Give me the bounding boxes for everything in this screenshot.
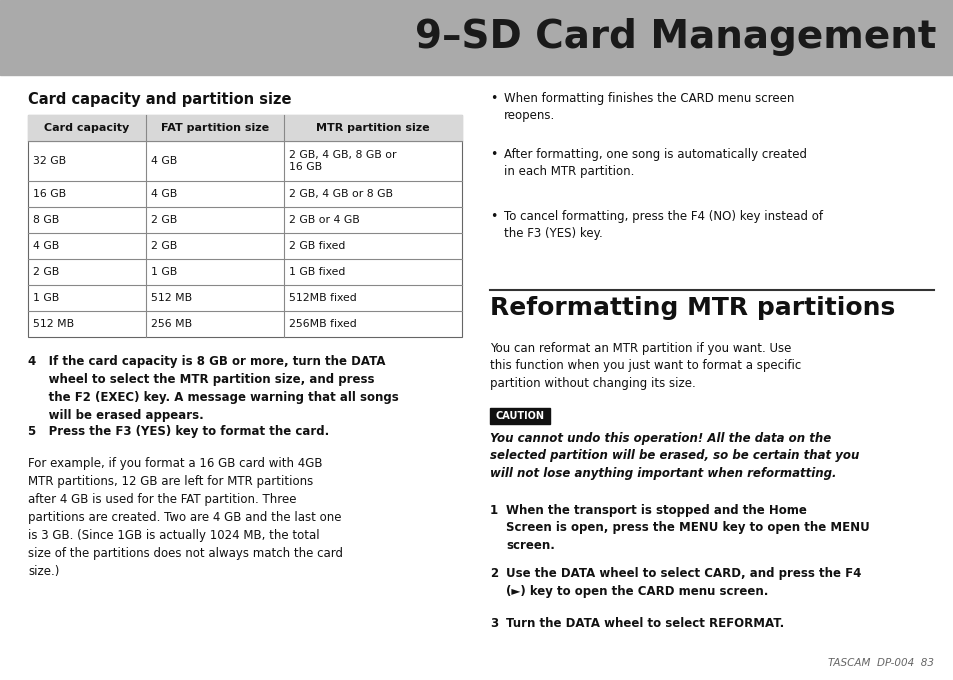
Text: 4 GB: 4 GB [33,241,59,251]
Text: 16 GB: 16 GB [33,189,66,199]
Text: Turn the DATA wheel to select REFORMAT.: Turn the DATA wheel to select REFORMAT. [505,617,783,630]
Text: You cannot undo this operation! All the data on the
selected partition will be e: You cannot undo this operation! All the … [490,432,859,480]
Text: 4 GB: 4 GB [151,156,177,166]
Text: 4 GB: 4 GB [151,189,177,199]
Text: When the transport is stopped and the Home
Screen is open, press the MENU key to: When the transport is stopped and the Ho… [505,504,869,552]
Text: When formatting finishes the CARD menu screen
reopens.: When formatting finishes the CARD menu s… [503,92,794,122]
Text: Reformatting MTR partitions: Reformatting MTR partitions [490,296,894,320]
Text: 512MB fixed: 512MB fixed [289,293,356,303]
Text: 4   If the card capacity is 8 GB or more, turn the DATA
     wheel to select the: 4 If the card capacity is 8 GB or more, … [28,355,398,422]
Bar [28,115,461,141]
Text: 512 MB: 512 MB [151,293,192,303]
Text: MTR partition size: MTR partition size [315,123,430,133]
Text: To cancel formatting, press the F4 (NO) key instead of
the F3 (YES) key.: To cancel formatting, press the F4 (NO) … [503,210,822,241]
Text: 256 MB: 256 MB [151,319,192,329]
Text: •: • [490,92,497,105]
Text: 2 GB: 2 GB [151,241,177,251]
Text: •: • [490,148,497,161]
Text: CAUTION: CAUTION [495,411,544,421]
Text: 2 GB, 4 GB, 8 GB or
16 GB: 2 GB, 4 GB, 8 GB or 16 GB [289,150,396,172]
Text: 1: 1 [490,504,497,517]
Text: Card capacity and partition size: Card capacity and partition size [28,92,292,107]
Text: •: • [490,210,497,223]
Text: TASCAM  DP-004  83: TASCAM DP-004 83 [827,658,933,668]
Text: You can reformat an MTR partition if you want. Use
this function when you just w: You can reformat an MTR partition if you… [490,342,801,390]
Text: 2 GB, 4 GB or 8 GB: 2 GB, 4 GB or 8 GB [289,189,393,199]
Text: FAT partition size: FAT partition size [161,123,269,133]
Text: 8 GB: 8 GB [33,215,59,225]
Text: 1 GB: 1 GB [151,267,177,277]
Text: 2 GB: 2 GB [33,267,59,277]
Text: 32 GB: 32 GB [33,156,66,166]
Text: 512 MB: 512 MB [33,319,74,329]
Text: Use the DATA wheel to select CARD, and press the F4
(►) key to open the CARD men: Use the DATA wheel to select CARD, and p… [505,567,861,598]
Text: 2 GB: 2 GB [151,215,177,225]
Text: After formatting, one song is automatically created
in each MTR partition.: After formatting, one song is automatica… [503,148,806,178]
Text: 256MB fixed: 256MB fixed [289,319,356,329]
Text: For example, if you format a 16 GB card with 4GB
MTR partitions, 12 GB are left : For example, if you format a 16 GB card … [28,457,343,578]
Text: 1 GB: 1 GB [33,293,59,303]
Text: Card capacity: Card capacity [45,123,130,133]
Text: 2: 2 [490,567,497,580]
Text: 9–SD Card Management: 9–SD Card Management [415,18,935,56]
Text: 2 GB fixed: 2 GB fixed [289,241,345,251]
Text: 3: 3 [490,617,497,630]
Bar [28,115,461,337]
Bar [0,0,953,75]
Text: 2 GB or 4 GB: 2 GB or 4 GB [289,215,359,225]
Text: 1 GB fixed: 1 GB fixed [289,267,345,277]
Text: 5   Press the F3 (YES) key to format the card.: 5 Press the F3 (YES) key to format the c… [28,425,329,438]
Bar [490,408,550,424]
